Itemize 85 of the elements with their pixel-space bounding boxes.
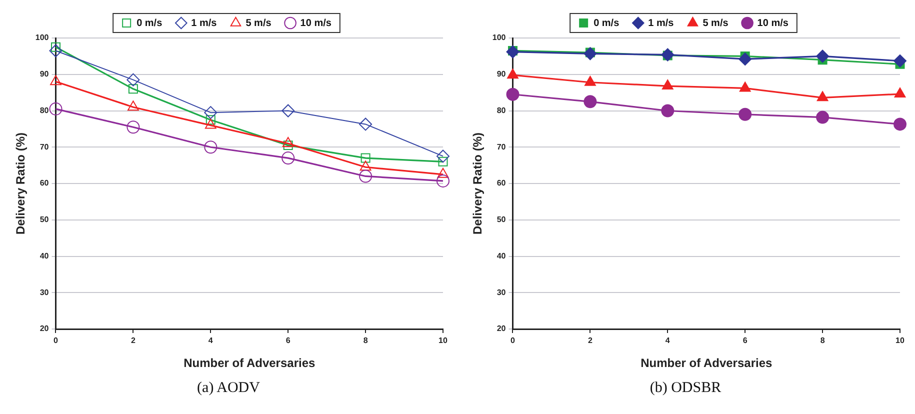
y-tick-label: 100 — [35, 33, 50, 42]
y-axis-title: Delivery Ratio (%) — [470, 132, 485, 235]
point — [50, 75, 62, 86]
x-axis-title: Number of Adversaries — [184, 356, 316, 370]
point — [661, 104, 674, 118]
point — [49, 102, 62, 116]
y-tick-label: 20 — [40, 324, 50, 334]
point — [584, 76, 596, 86]
y-tick-label: 90 — [496, 70, 506, 79]
y-axis-title: Delivery Ratio (%) — [14, 132, 28, 235]
point — [283, 140, 293, 150]
y-tick-label: 50 — [40, 215, 50, 224]
legend-label: 10 m/s — [300, 18, 332, 29]
y-tick-label: 40 — [496, 251, 506, 260]
point — [436, 174, 450, 188]
y-tick-label: 80 — [496, 106, 506, 115]
x-tick-label: 4 — [665, 336, 670, 346]
point — [584, 47, 597, 60]
point — [49, 44, 62, 58]
legend-label: 5 m/s — [246, 18, 272, 29]
x-tick-label: 6 — [742, 336, 748, 346]
point — [206, 115, 216, 125]
x-tick-label: 8 — [363, 336, 368, 346]
point — [204, 106, 218, 120]
point — [360, 153, 370, 163]
x-tick-label: 10 — [438, 336, 448, 346]
point — [437, 168, 449, 178]
x-tick-label: 2 — [588, 336, 593, 346]
point — [894, 118, 906, 131]
x-tick-label: 8 — [820, 336, 826, 346]
point — [507, 68, 518, 79]
point — [661, 48, 674, 62]
x-tick-label: 0 — [54, 336, 59, 346]
point — [816, 91, 828, 102]
point — [204, 118, 216, 129]
point — [738, 108, 752, 121]
point — [739, 82, 751, 92]
point — [204, 140, 218, 154]
y-tick-label: 60 — [40, 178, 50, 188]
point — [436, 150, 450, 163]
y-tick-label: 20 — [496, 324, 506, 334]
point — [584, 95, 597, 108]
y-tick-label: 60 — [496, 178, 506, 188]
x-tick-label: 4 — [208, 336, 214, 346]
y-tick-label: 30 — [40, 288, 50, 297]
point — [894, 88, 906, 98]
point — [126, 73, 140, 86]
point — [506, 45, 520, 58]
point — [359, 118, 372, 131]
y-tick-label: 90 — [40, 70, 50, 79]
legend-label: 5 m/s — [702, 18, 729, 29]
text: (b) ODSBR — [648, 380, 722, 397]
point — [126, 120, 140, 134]
point — [360, 160, 372, 171]
point — [662, 80, 674, 90]
point — [816, 50, 830, 63]
y-tick-label: 70 — [496, 142, 506, 152]
point — [128, 84, 138, 94]
y-tick-label: 50 — [496, 215, 506, 224]
point — [282, 152, 295, 165]
y-tick-label: 30 — [496, 288, 506, 297]
point — [438, 156, 448, 166]
x-tick-label: 2 — [130, 336, 136, 346]
point — [506, 88, 520, 101]
y-tick-label: 80 — [40, 106, 50, 115]
legend-label: 10 m/s — [757, 18, 789, 29]
y-tick-label: 40 — [40, 251, 50, 260]
point — [816, 110, 830, 124]
legend-label: 1 m/s — [648, 18, 674, 29]
x-tick-label: 6 — [286, 336, 291, 346]
legend-label: 1 m/s — [191, 18, 218, 29]
point — [282, 136, 294, 147]
y-tick-label: 70 — [40, 142, 50, 152]
point — [894, 54, 906, 68]
x-tick-label: 0 — [510, 336, 516, 346]
x-axis-title: Number of Adversaries — [640, 356, 772, 370]
legend-label: 0 m/s — [136, 18, 163, 29]
point — [282, 104, 295, 118]
x-tick-label: 10 — [896, 336, 905, 346]
text: (a) AODV — [196, 380, 261, 397]
point — [128, 100, 139, 111]
point — [738, 52, 752, 66]
point — [359, 170, 372, 183]
legend-label: 0 m/s — [594, 18, 620, 29]
y-tick-label: 100 — [492, 33, 506, 42]
